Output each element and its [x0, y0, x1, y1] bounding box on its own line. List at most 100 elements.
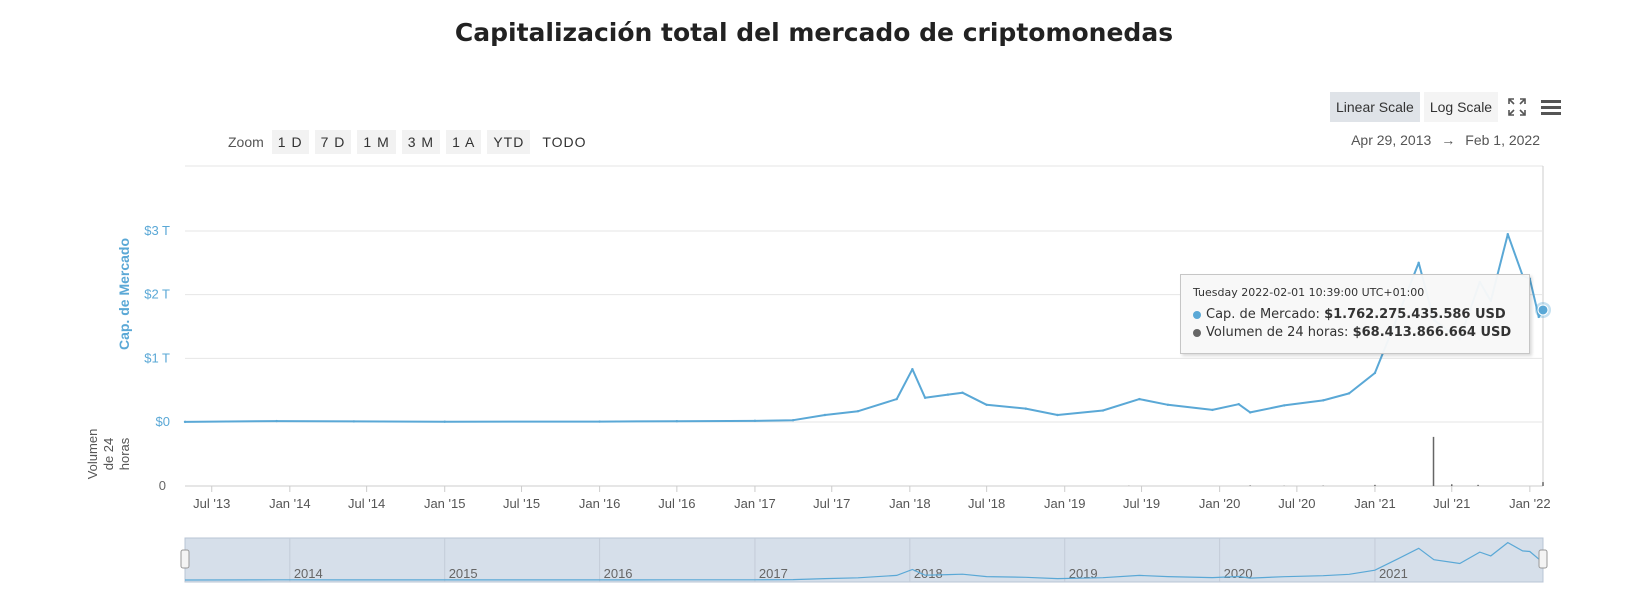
x-tick-label: Jan '16 — [579, 496, 621, 511]
data-point — [961, 391, 964, 394]
data-point — [1321, 399, 1325, 402]
series-dot-icon — [1193, 310, 1201, 319]
data-point — [1417, 261, 1420, 265]
navigator-handle-right[interactable] — [1538, 549, 1548, 569]
navigator-year-label: 2017 — [759, 566, 788, 581]
data-point — [753, 419, 757, 423]
data-point — [1282, 404, 1286, 407]
data-point — [598, 420, 601, 423]
data-point — [1537, 315, 1540, 319]
navigator-year-label: 2016 — [604, 566, 633, 581]
x-tick-label: Jul '21 — [1433, 496, 1470, 511]
range-to[interactable]: Feb 1, 2022 — [1465, 132, 1540, 148]
x-tick-label: Jan '14 — [269, 496, 311, 511]
series-dot-icon — [1193, 328, 1201, 337]
navigator-series-line — [184, 541, 1544, 581]
data-point — [911, 367, 914, 371]
zoom-7d-button[interactable]: 7 D — [314, 130, 352, 154]
x-tick-label: Jul '19 — [1123, 496, 1160, 511]
zoom-1d-button[interactable]: 1 D — [271, 130, 309, 154]
data-point — [1211, 408, 1214, 412]
chart-tooltip: Tuesday 2022-02-01 10:39:00 UTC+01:00 Ca… — [1180, 274, 1530, 354]
hamburger-menu-icon[interactable] — [1536, 92, 1566, 122]
tooltip-vol-value: $68.413.866.664 USD — [1352, 325, 1512, 340]
data-point — [1101, 409, 1105, 412]
data-point — [443, 420, 446, 423]
data-point — [985, 403, 988, 407]
x-tick-label: Jul '20 — [1278, 496, 1315, 511]
y2-axis-title-line: horas — [117, 437, 132, 470]
x-tick-label: Jan '22 — [1509, 496, 1551, 511]
zoom-label: Zoom — [228, 134, 264, 150]
navigator-year-label: 2015 — [449, 566, 478, 581]
data-point — [183, 420, 187, 424]
hover-marker — [1537, 304, 1549, 316]
x-tick-label: Jan '18 — [889, 496, 931, 511]
date-range: Apr 29, 2013 → Feb 1, 2022 — [1351, 132, 1540, 148]
data-point — [1373, 371, 1377, 375]
tooltip-cap-row: Cap. de Mercado: $1.762.275.435.586 USD — [1193, 307, 1506, 322]
tooltip-date: Tuesday 2022-02-01 10:39:00 UTC+01:00 — [1193, 286, 1425, 299]
navigator-handle-left[interactable] — [180, 549, 190, 569]
navigator-window[interactable] — [184, 537, 1544, 583]
fullscreen-icon[interactable] — [1502, 92, 1532, 122]
x-tick-label: Jan '17 — [734, 496, 776, 511]
tooltip-cap-value: $1.762.275.435.586 USD — [1324, 307, 1506, 322]
zoom-3m-button[interactable]: 3 M — [401, 130, 441, 154]
data-point — [823, 413, 827, 417]
tooltip-vol-label: Volumen de 24 horas: — [1206, 325, 1349, 340]
log-scale-button[interactable]: Log Scale — [1423, 92, 1499, 122]
range-from[interactable]: Apr 29, 2013 — [1351, 132, 1432, 148]
x-tick-label: Jul '16 — [658, 496, 695, 511]
navigator-year-label: 2019 — [1069, 566, 1098, 581]
data-point — [1024, 407, 1027, 410]
data-point — [1237, 402, 1240, 406]
data-point — [1056, 413, 1059, 417]
scale-toolbar: Linear Scale Log Scale — [1330, 92, 1566, 122]
data-point — [675, 420, 679, 423]
data-point — [1347, 392, 1351, 395]
x-tick-label: Jul '17 — [813, 496, 850, 511]
data-point — [923, 396, 927, 400]
zoom-toolbar: Zoom 1 D 7 D 1 M 3 M 1 A YTD TODO — [228, 130, 593, 154]
tooltip-vol-row: Volumen de 24 horas: $68.413.866.664 USD — [1193, 325, 1511, 340]
data-point — [1138, 397, 1141, 401]
zoom-all-button[interactable]: TODO — [536, 130, 592, 154]
x-tick-label: Jul '15 — [503, 496, 540, 511]
x-tick-label: Jan '20 — [1199, 496, 1241, 511]
data-point — [895, 397, 898, 401]
y2-axis-title-line: de 24 — [101, 438, 116, 471]
y-axis-title: Cap. de Mercado — [116, 238, 132, 350]
data-point — [275, 419, 278, 423]
x-tick-label: Jan '15 — [424, 496, 466, 511]
y-tick-label: $0 — [156, 414, 170, 429]
data-point — [1166, 403, 1170, 407]
data-point — [352, 420, 356, 423]
navigator-year-label: 2021 — [1379, 566, 1408, 581]
zoom-1m-button[interactable]: 1 M — [357, 130, 396, 154]
navigator-year-label: 2018 — [914, 566, 943, 581]
x-tick-label: Jul '13 — [193, 496, 230, 511]
navigator-year-label: 2014 — [294, 566, 323, 581]
data-point — [856, 409, 860, 413]
x-tick-label: Jul '18 — [968, 496, 1005, 511]
linear-scale-button[interactable]: Linear Scale — [1330, 92, 1420, 122]
y-tick-label: $2 T — [144, 287, 170, 302]
x-tick-label: Jul '14 — [348, 496, 385, 511]
data-point — [1506, 232, 1509, 236]
y2-tick-label: 0 — [159, 478, 166, 493]
tooltip-cap-label: Cap. de Mercado: — [1206, 307, 1320, 322]
range-arrow: → — [1441, 132, 1456, 148]
x-tick-label: Jan '21 — [1354, 496, 1396, 511]
y-tick-label: $3 T — [144, 223, 170, 238]
zoom-1a-button[interactable]: 1 A — [446, 130, 482, 154]
x-tick-label: Jan '19 — [1044, 496, 1086, 511]
navigator-year-label: 2020 — [1224, 566, 1253, 581]
zoom-ytd-button[interactable]: YTD — [487, 130, 531, 154]
y-tick-label: $1 T — [144, 350, 170, 365]
data-point — [1248, 411, 1252, 414]
data-point — [791, 419, 795, 422]
chart-title: Capitalización total del mercado de crip… — [454, 18, 1174, 47]
y2-axis-title-line: Volumen — [85, 429, 100, 480]
